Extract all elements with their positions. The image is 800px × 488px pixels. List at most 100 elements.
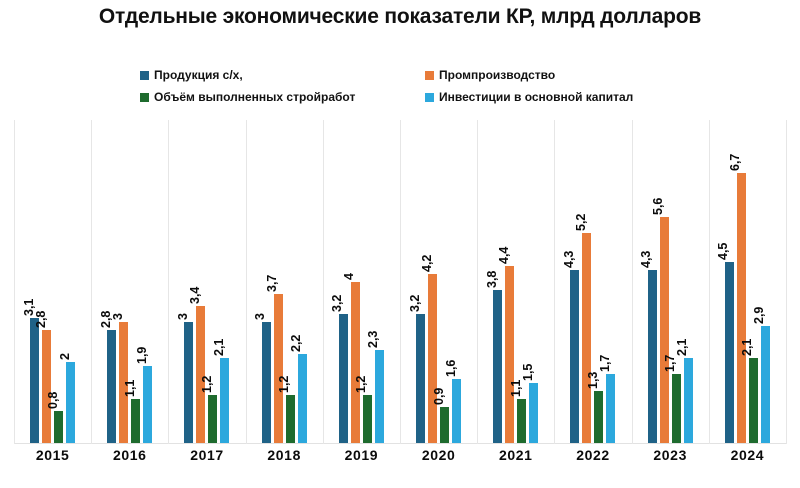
bar-2016-series-3[interactable]: 1,1 (123, 120, 141, 443)
bar-2023-series-1[interactable]: 4,3 (639, 120, 657, 443)
bar-2017-series-3[interactable]: 1,2 (200, 120, 218, 443)
bar-rect[interactable] (416, 314, 426, 443)
bar-2024-series-1[interactable]: 4,5 (716, 120, 734, 443)
bar-2015-series-4[interactable]: 2 (58, 120, 76, 443)
bar-2017-series-2[interactable]: 3,4 (188, 120, 206, 443)
bar-rect[interactable] (671, 374, 681, 443)
bar-2021-series-3[interactable]: 1,1 (509, 120, 527, 443)
bar-rect[interactable] (428, 274, 438, 443)
bar-rect[interactable] (594, 391, 604, 443)
bar-2022-series-2[interactable]: 5,2 (574, 120, 592, 443)
bar-rect[interactable] (42, 330, 52, 443)
bar-rect[interactable] (184, 322, 194, 443)
bar-value-label: 0,8 (45, 391, 60, 409)
bar-rect[interactable] (350, 282, 360, 443)
bar-2017-series-4[interactable]: 2,1 (212, 120, 230, 443)
bar-value-label: 2 (57, 353, 72, 360)
bar-rect[interactable] (440, 407, 450, 443)
bar-rect[interactable] (362, 395, 372, 443)
bar-rect[interactable] (748, 358, 758, 443)
bar-rect[interactable] (208, 395, 218, 443)
bar-rect[interactable] (582, 233, 592, 443)
bar-2019-series-4[interactable]: 2,3 (366, 120, 384, 443)
bar-2015-series-3[interactable]: 0,8 (46, 120, 64, 443)
bar-2022-series-1[interactable]: 4,3 (562, 120, 580, 443)
bar-value-label: 2,8 (33, 310, 48, 328)
gridline (554, 120, 555, 444)
bar-2021-series-1[interactable]: 3,8 (485, 120, 503, 443)
bar-2019-series-2[interactable]: 4 (342, 120, 360, 443)
gridline (786, 120, 787, 444)
bar-2022-series-4[interactable]: 1,7 (598, 120, 616, 443)
legend-item-stroyrabot[interactable]: Объём выполненных стройработ (140, 86, 415, 108)
bar-2015-series-1[interactable]: 3,1 (22, 120, 40, 443)
legend-swatch-icon-series-2 (425, 70, 434, 80)
bar-rect[interactable] (273, 294, 283, 443)
bar-rect[interactable] (736, 173, 746, 443)
bar-rect[interactable] (143, 366, 153, 443)
bar-2016-series-4[interactable]: 1,9 (135, 120, 153, 443)
bar-rect[interactable] (683, 358, 693, 443)
bar-rect[interactable] (760, 326, 770, 443)
bar-2020-series-1[interactable]: 3,2 (408, 120, 426, 443)
bar-group-2016: 2,8 3 1,1 1,9 (91, 120, 168, 443)
bar-value-label: 1,7 (663, 354, 678, 372)
bar-rect[interactable] (606, 374, 616, 443)
bar-rect[interactable] (131, 399, 141, 443)
bar-2020-series-4[interactable]: 1,6 (444, 120, 462, 443)
bar-rect[interactable] (570, 270, 580, 443)
bar-2015-series-2[interactable]: 2,8 (34, 120, 52, 443)
bar-rect[interactable] (338, 314, 348, 443)
bar-2018-series-3[interactable]: 1,2 (277, 120, 295, 443)
bar-2024-series-4[interactable]: 2,9 (752, 120, 770, 443)
bar-rect[interactable] (285, 395, 295, 443)
bar-2024-series-2[interactable]: 6,7 (728, 120, 746, 443)
bar-2024-series-3[interactable]: 2,1 (740, 120, 758, 443)
bar-rect[interactable] (107, 330, 117, 443)
bar-rect[interactable] (30, 318, 40, 443)
bar-2019-series-3[interactable]: 1,2 (354, 120, 372, 443)
bar-value-label: 1,7 (597, 354, 612, 372)
bar-rect[interactable] (54, 411, 64, 443)
bar-rect[interactable] (724, 262, 734, 443)
bar-rect[interactable] (220, 358, 230, 443)
bar-2021-series-2[interactable]: 4,4 (497, 120, 515, 443)
legend-item-produkciya-sh[interactable]: Продукция с/х, (140, 64, 415, 86)
bar-rect[interactable] (505, 266, 515, 443)
bar-value-label: 3 (253, 313, 268, 320)
bar-rect[interactable] (374, 350, 384, 443)
bar-rect[interactable] (261, 322, 271, 443)
bar-rect[interactable] (493, 290, 503, 443)
bar-rect[interactable] (647, 270, 657, 443)
bar-2023-series-4[interactable]: 2,1 (675, 120, 693, 443)
bar-rect[interactable] (66, 362, 76, 443)
bar-2021-series-4[interactable]: 1,5 (521, 120, 539, 443)
legend-item-promproizvodstvo[interactable]: Промпроизводство (425, 64, 700, 86)
bar-2018-series-1[interactable]: 3 (253, 120, 271, 443)
bar-2016-series-1[interactable]: 2,8 (99, 120, 117, 443)
bar-2020-series-3[interactable]: 0,9 (432, 120, 450, 443)
bar-rect[interactable] (196, 306, 206, 443)
bar-2023-series-3[interactable]: 1,7 (663, 120, 681, 443)
legend-item-investicii[interactable]: Инвестиции в основной капитал (425, 86, 700, 108)
bar-rect[interactable] (529, 383, 539, 443)
bar-rect[interactable] (452, 379, 462, 443)
bar-2017-series-1[interactable]: 3 (176, 120, 194, 443)
bar-2018-series-2[interactable]: 3,7 (265, 120, 283, 443)
x-tick-2021: 2021 (499, 447, 533, 463)
x-tick-2024: 2024 (730, 447, 765, 463)
bar-2019-series-1[interactable]: 3,2 (330, 120, 348, 443)
bar-rect[interactable] (659, 217, 669, 443)
bar-group-2024: 4,5 6,7 2,1 2,9 (709, 120, 786, 443)
bar-2023-series-2[interactable]: 5,6 (651, 120, 669, 443)
bar-rect[interactable] (297, 354, 307, 443)
bar-2020-series-2[interactable]: 4,2 (420, 120, 438, 443)
bar-2016-series-2[interactable]: 3 (111, 120, 129, 443)
bar-2022-series-3[interactable]: 1,3 (586, 120, 604, 443)
bar-rect[interactable] (119, 322, 129, 443)
x-axis-labels: 2015 2016 2017 2018 2019 2020 2021 2022 2023 2024 (14, 447, 786, 473)
bar-group-2017: 3 3,4 1,2 2,1 (168, 120, 245, 443)
bar-rect[interactable] (517, 399, 527, 443)
bar-2018-series-4[interactable]: 2,2 (289, 120, 307, 443)
bar-value-label: 3,1 (21, 298, 36, 316)
